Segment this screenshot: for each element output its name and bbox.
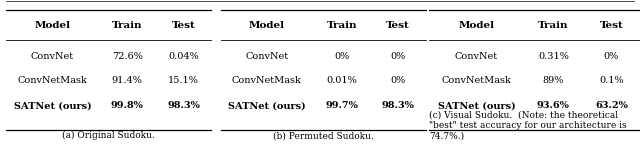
Text: Model: Model (249, 21, 285, 30)
Text: SATNet (ours): SATNet (ours) (438, 101, 515, 110)
Text: 0.1%: 0.1% (599, 76, 624, 85)
Text: ConvNet: ConvNet (31, 52, 74, 61)
Text: Model: Model (35, 21, 70, 30)
Text: (b) Permuted Sudoku.: (b) Permuted Sudoku. (273, 131, 374, 140)
Text: 0%: 0% (390, 76, 406, 85)
Text: 98.3%: 98.3% (381, 101, 414, 110)
Text: (c) Visual Sudoku.  (Note: the theoretical
"best" test accuracy for our architec: (c) Visual Sudoku. (Note: the theoretica… (429, 110, 627, 140)
Text: Train: Train (112, 21, 143, 30)
Text: 0.04%: 0.04% (168, 52, 199, 61)
Text: 99.7%: 99.7% (325, 101, 358, 110)
Text: 99.8%: 99.8% (111, 101, 143, 110)
Text: 93.6%: 93.6% (537, 101, 570, 110)
Text: ConvNetMask: ConvNetMask (17, 76, 88, 85)
Text: Train: Train (326, 21, 357, 30)
Text: ConvNet: ConvNet (455, 52, 498, 61)
Text: 15.1%: 15.1% (168, 76, 199, 85)
Text: Test: Test (386, 21, 410, 30)
Text: ConvNetMask: ConvNetMask (442, 76, 511, 85)
Text: 0.31%: 0.31% (538, 52, 569, 61)
Text: 91.4%: 91.4% (112, 76, 143, 85)
Text: 89%: 89% (543, 76, 564, 85)
Text: 63.2%: 63.2% (595, 101, 628, 110)
Text: 0.01%: 0.01% (326, 76, 357, 85)
Text: 72.6%: 72.6% (112, 52, 143, 61)
Text: Train: Train (538, 21, 569, 30)
Text: (a) Original Sudoku.: (a) Original Sudoku. (62, 131, 156, 140)
Text: ConvNetMask: ConvNetMask (232, 76, 302, 85)
Text: ConvNet: ConvNet (245, 52, 289, 61)
Text: Model: Model (458, 21, 494, 30)
Text: SATNet (ours): SATNet (ours) (13, 101, 92, 110)
Text: 0%: 0% (604, 52, 619, 61)
Text: Test: Test (600, 21, 623, 30)
Text: 0%: 0% (334, 52, 349, 61)
Text: SATNet (ours): SATNet (ours) (228, 101, 306, 110)
Text: 98.3%: 98.3% (167, 101, 200, 110)
Text: 0%: 0% (390, 52, 406, 61)
Text: Test: Test (172, 21, 195, 30)
